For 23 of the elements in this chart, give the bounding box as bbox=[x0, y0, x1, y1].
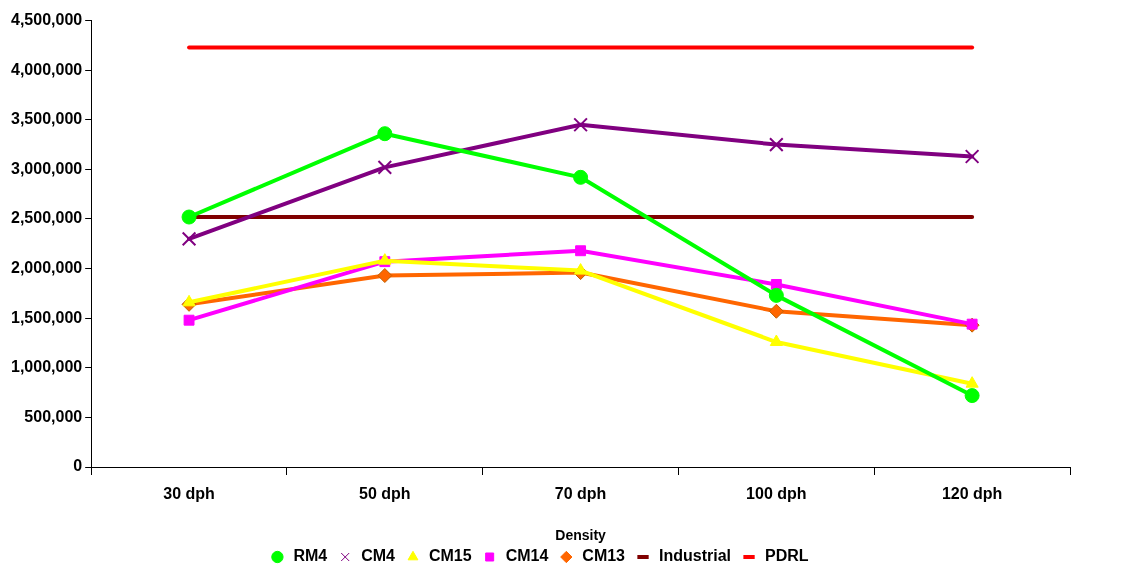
legend-label: PDRL bbox=[765, 547, 809, 565]
legend-label: CM15 bbox=[428, 547, 472, 565]
legend-label: RM4 bbox=[293, 547, 328, 565]
x-tick-label: 70 dph bbox=[554, 485, 607, 503]
x-tick-label: 50 dph bbox=[359, 485, 411, 503]
x-tick-label: 100 dph bbox=[746, 485, 807, 503]
legend-label: Industrial bbox=[659, 547, 732, 565]
y-tick-label: 1,500,000 bbox=[10, 308, 83, 326]
y-tick-label: 4,000,000 bbox=[10, 60, 83, 78]
legend-label: CM14 bbox=[505, 547, 549, 565]
x-axis-title: Density bbox=[555, 527, 607, 544]
x-tick-label: 30 dph bbox=[163, 485, 215, 503]
y-tick-label: 0 bbox=[73, 457, 83, 475]
y-tick-label: 4,500,000 bbox=[10, 11, 83, 29]
x-tick-label: 120 dph bbox=[941, 485, 1003, 503]
legend-label: CM4 bbox=[361, 547, 396, 565]
y-tick-label: 500,000 bbox=[24, 407, 83, 425]
y-tick-label: 3,500,000 bbox=[10, 110, 83, 128]
y-tick-label: 2,500,000 bbox=[10, 209, 83, 227]
y-tick-label: 2,000,000 bbox=[10, 259, 83, 277]
legend-label: CM13 bbox=[582, 547, 626, 565]
y-tick-label: 3,000,000 bbox=[10, 159, 83, 177]
y-tick-label: 1,000,000 bbox=[10, 358, 83, 376]
